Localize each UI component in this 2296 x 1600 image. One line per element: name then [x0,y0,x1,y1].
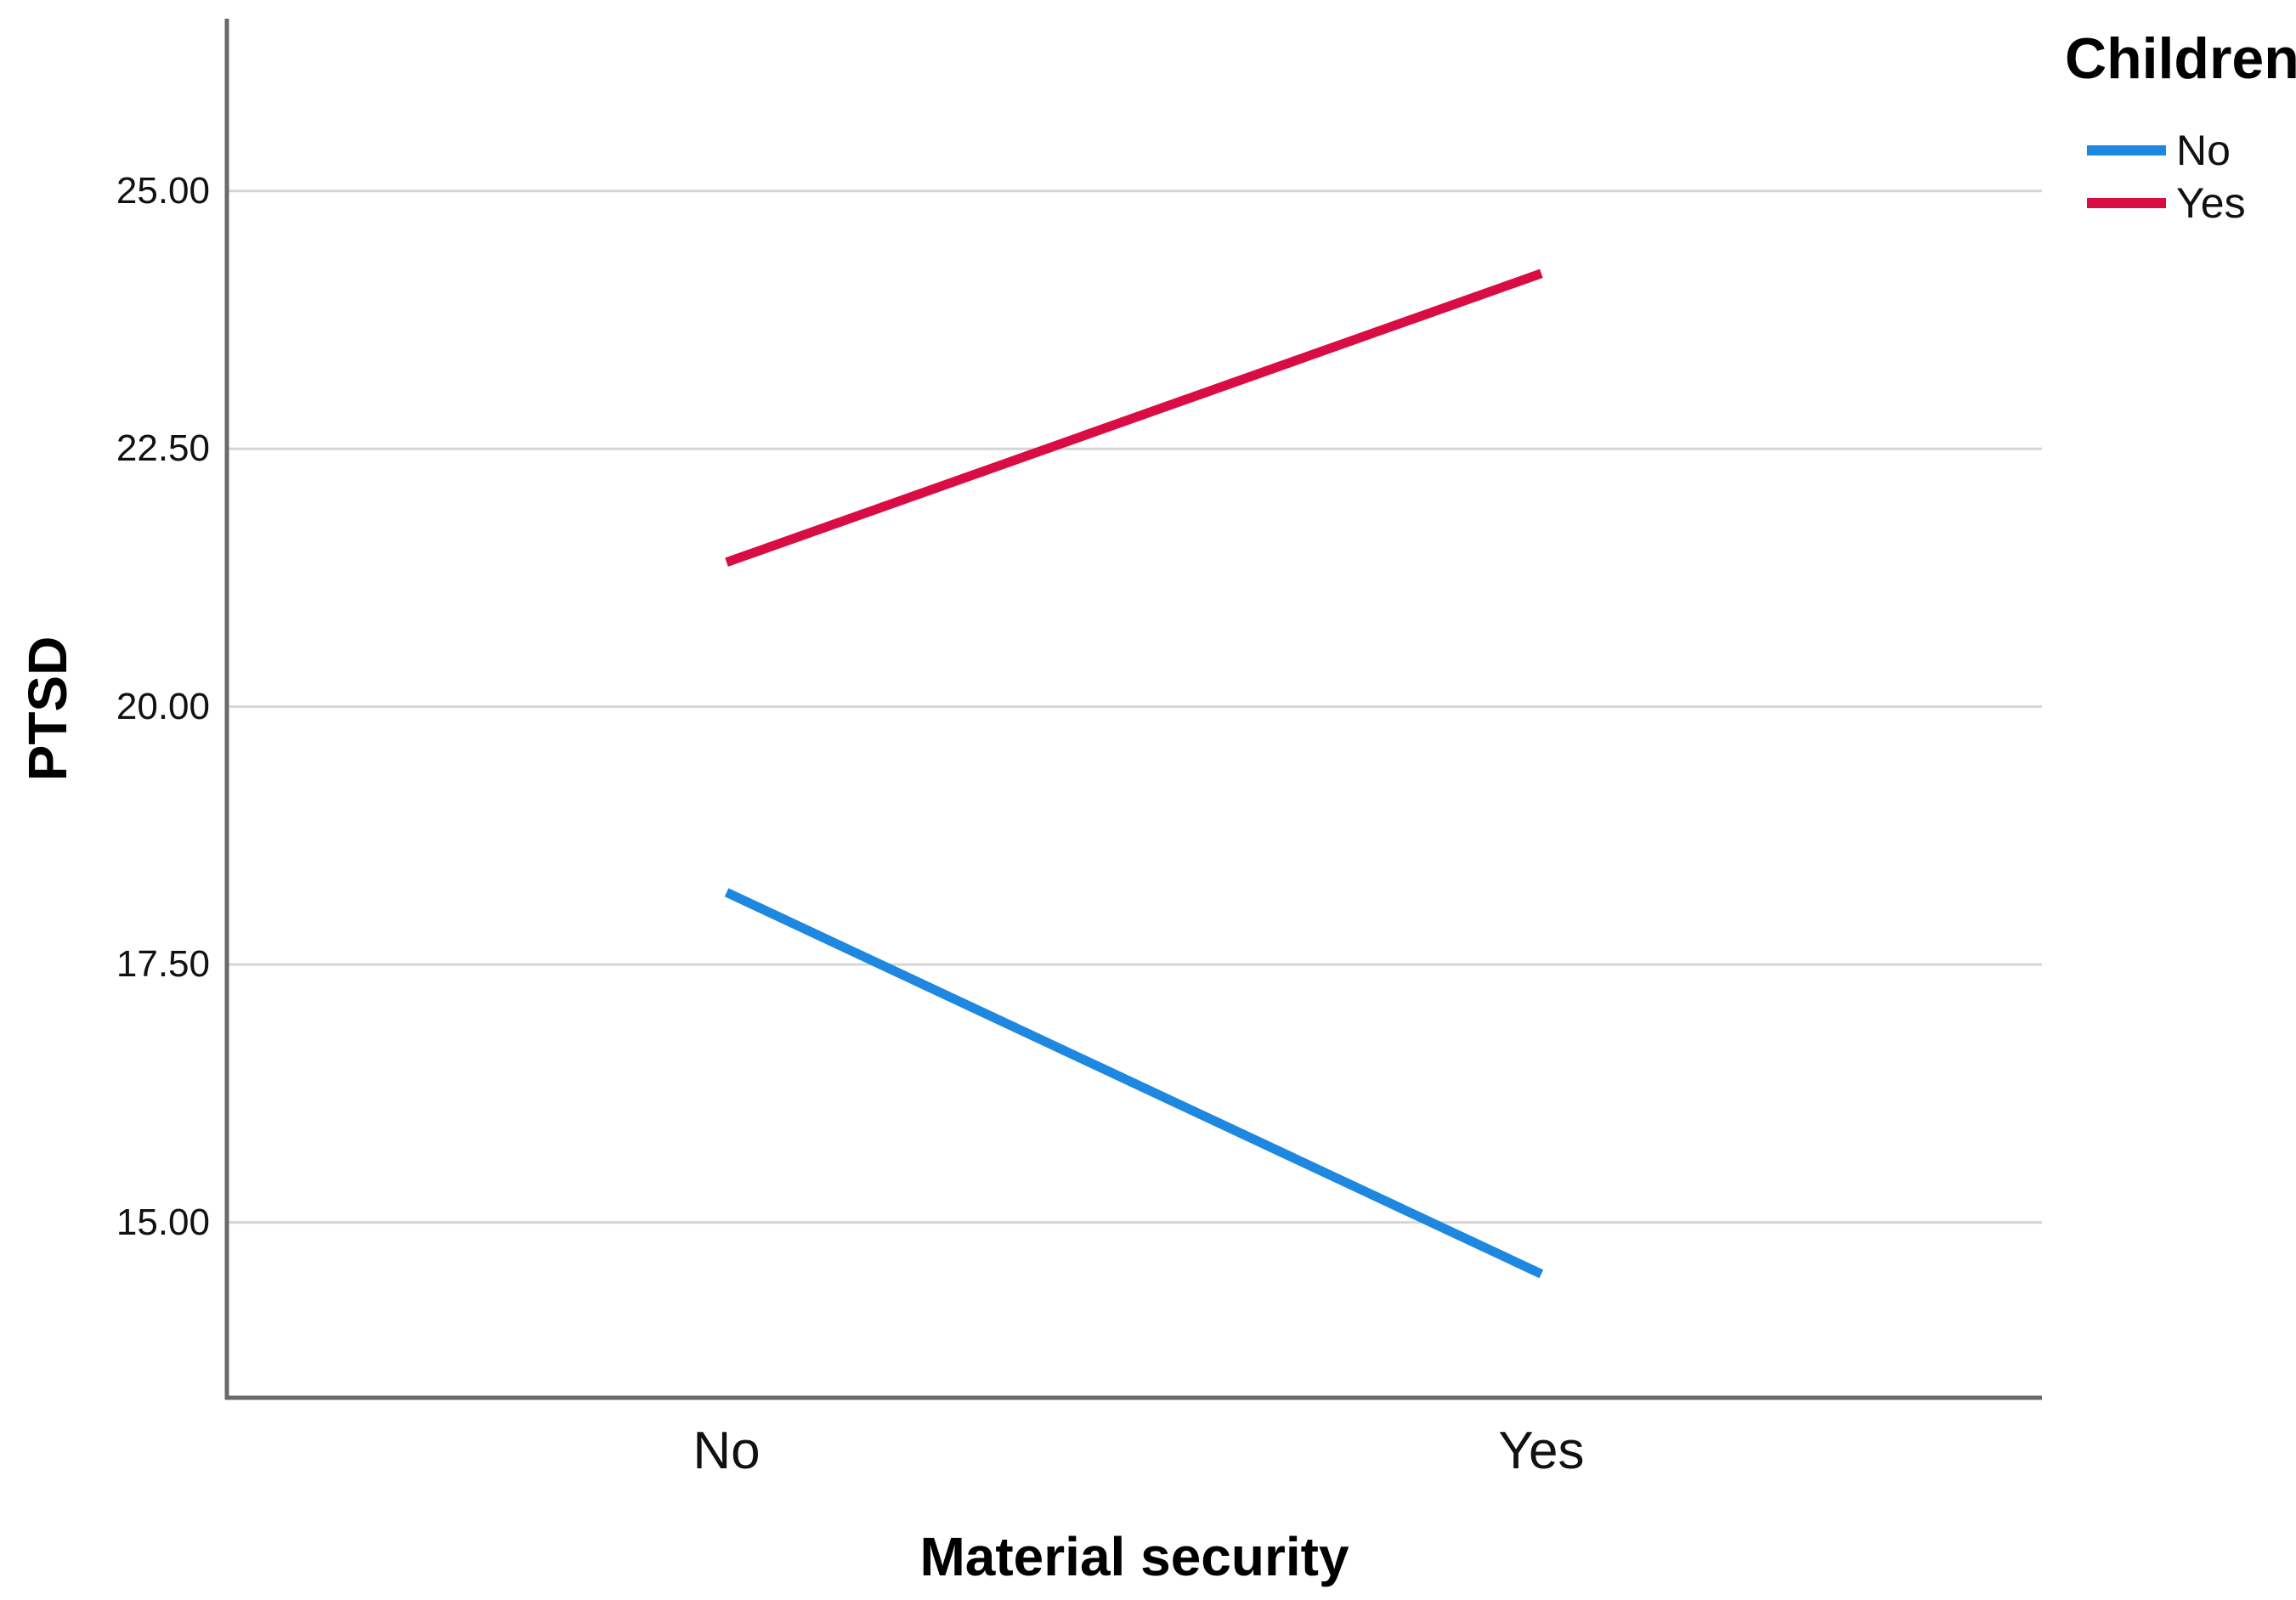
legend-item-yes: Yes [2087,177,2294,229]
y-tick-label: 25.00 [116,169,210,212]
series-line-no [724,888,1544,1279]
y-tick-label: 17.50 [116,943,210,986]
x-tick-label: No [693,1422,761,1480]
legend-title: Children [2065,26,2296,91]
x-axis-title: Material security [919,1526,1349,1587]
x-tick-label: Yes [1498,1422,1585,1480]
series-line-yes [725,269,1543,567]
y-tick-label: 22.50 [116,427,210,470]
legend-swatch [2087,198,2166,208]
legend-label: No [2176,127,2231,174]
legend: Children No Yes [2065,25,2296,229]
y-tick-label: 20.00 [116,685,210,727]
legend-label: Yes [2176,179,2246,227]
legend-items: No Yes [2065,124,2294,229]
legend-swatch [2087,145,2166,155]
y-axis-title: PTSD [17,636,78,781]
legend-item-no: No [2087,124,2294,177]
y-tick-label: 15.00 [116,1201,210,1243]
